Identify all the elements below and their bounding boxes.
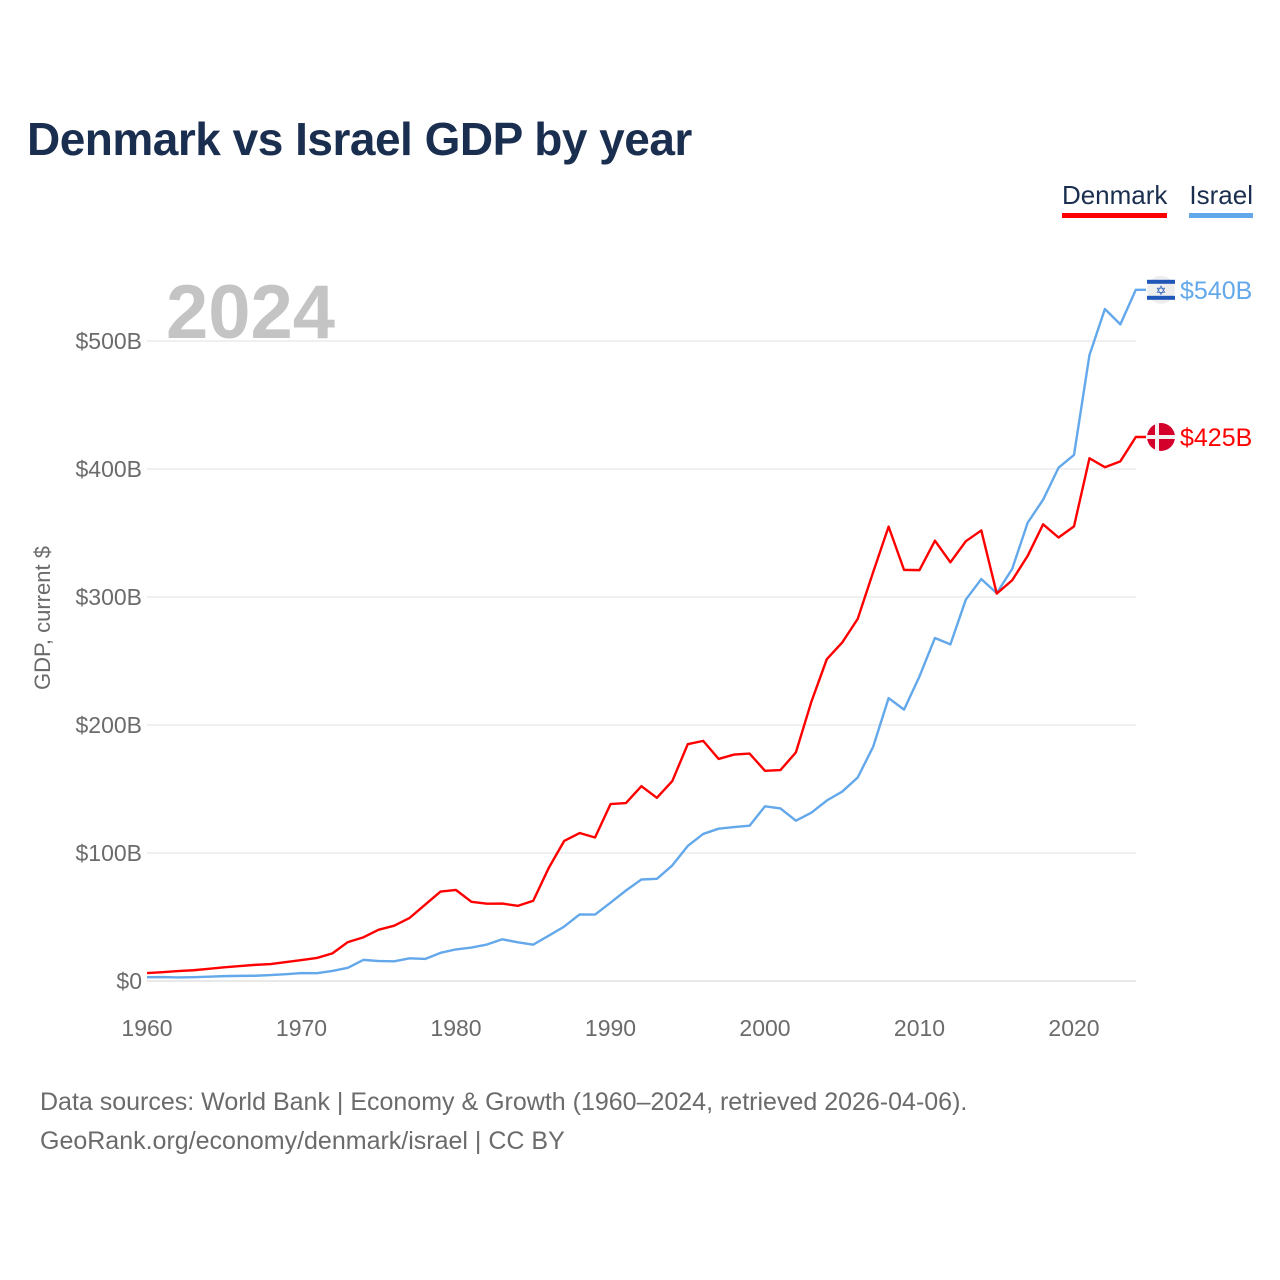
israel-flag-icon: ✡ (1147, 275, 1175, 304)
svg-text:✡: ✡ (1156, 283, 1167, 298)
chart-title: Denmark vs Israel GDP by year (27, 113, 692, 165)
x-tick-label: 2000 (739, 1015, 790, 1041)
year-watermark: 2024 (166, 270, 335, 355)
legend-item-denmark[interactable]: Denmark (1061, 180, 1168, 218)
x-tick-label: 1960 (121, 1015, 172, 1041)
y-tick-label: $400B (75, 456, 142, 482)
y-tick-label: $500B (75, 328, 142, 354)
legend: Denmark Israel (1061, 180, 1253, 218)
series-line-denmark (146, 435, 1146, 975)
x-tick-label: 1980 (430, 1015, 481, 1041)
x-tick-label: 1990 (585, 1015, 636, 1041)
source-link[interactable]: GeoRank.org/economy/denmark/israel | CC … (40, 1127, 565, 1155)
x-tick-label: 2020 (1048, 1015, 1099, 1041)
series-line-israel (146, 288, 1146, 979)
data-sources: Data sources: World Bank | Economy & Gro… (40, 1088, 968, 1116)
y-tick-label: $300B (75, 584, 142, 610)
y-tick-label: $100B (75, 840, 142, 866)
x-tick-label: 2010 (894, 1015, 945, 1041)
x-tick-label: 1970 (276, 1015, 327, 1041)
y-tick-label: $0 (116, 968, 142, 994)
end-value-label-israel: $540B (1180, 277, 1252, 305)
end-value-label-denmark: $425B (1180, 424, 1252, 452)
y-axis-label: GDP, current $ (30, 546, 55, 690)
denmark-flag-icon (1147, 423, 1175, 451)
footer: Data sources: World Bank | Economy & Gro… (40, 1083, 967, 1161)
legend-item-israel[interactable]: Israel (1189, 180, 1253, 218)
y-tick-label: $200B (75, 712, 142, 738)
